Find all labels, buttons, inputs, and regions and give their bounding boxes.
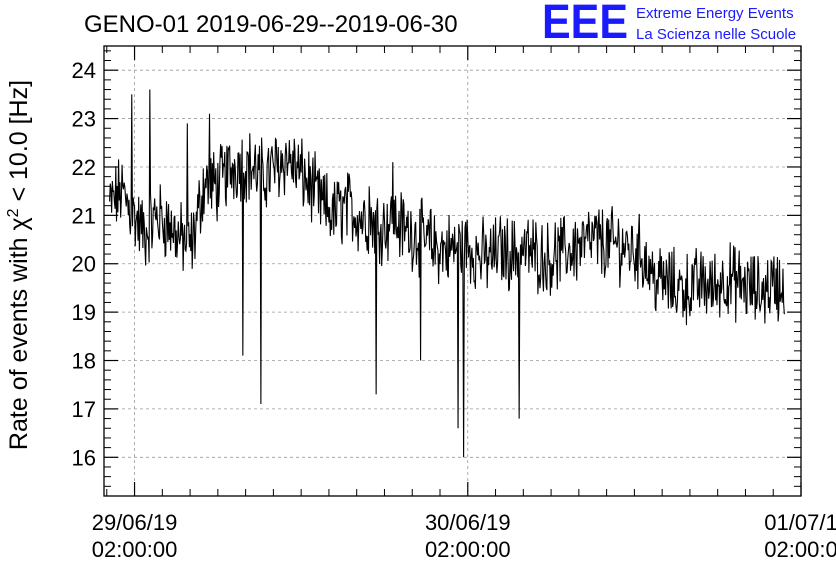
x-tick-labels: 29/06/1902:00:0030/06/1902:00:0001/07/10…: [92, 510, 836, 562]
y-tick-label: 22: [72, 155, 96, 180]
axes: [103, 45, 802, 497]
y-tick-label: 16: [72, 445, 96, 470]
x-tick-time: 02:00:00: [425, 537, 511, 562]
y-tick-label: 24: [72, 58, 96, 83]
y-tick-label: 17: [72, 397, 96, 422]
x-tick-date: 29/06/19: [92, 510, 178, 535]
logo-line-1: Extreme Energy Events: [636, 5, 794, 22]
logo-letters: EEE: [542, 0, 628, 49]
y-tick-label: 20: [72, 252, 96, 277]
y-axis-label-sup: 2: [5, 208, 22, 217]
x-tick-time: 02:00:00: [92, 537, 178, 562]
y-axis-label-suffix: < 10.0 [Hz]: [5, 80, 33, 209]
y-axis-label: Rate of events with χ2 < 10.0 [Hz]: [5, 80, 33, 450]
y-tick-label: 19: [72, 300, 96, 325]
y-axis-label-prefix: Rate of events with χ: [5, 217, 33, 450]
x-tick-time: 02:00:0: [764, 537, 836, 562]
x-tick-date: 30/06/19: [425, 510, 511, 535]
y-tick-label: 23: [72, 107, 96, 132]
y-tick-labels: 16 17 18 19 20 21 22 23 24: [72, 58, 96, 470]
series-layer: [109, 89, 785, 458]
eee-logo: EEE Extreme Energy Events La Scienza nel…: [542, 0, 796, 49]
plot-frame: [103, 45, 802, 497]
series-line: [109, 89, 785, 458]
y-tick-label: 18: [72, 349, 96, 374]
x-tick-date: 01/07/1: [764, 510, 836, 535]
chart-title: GENO-01 2019-06-29--2019-06-30: [84, 11, 458, 38]
y-tick-label: 21: [72, 203, 96, 228]
logo-line-2: La Scienza nelle Scuole: [636, 26, 796, 43]
